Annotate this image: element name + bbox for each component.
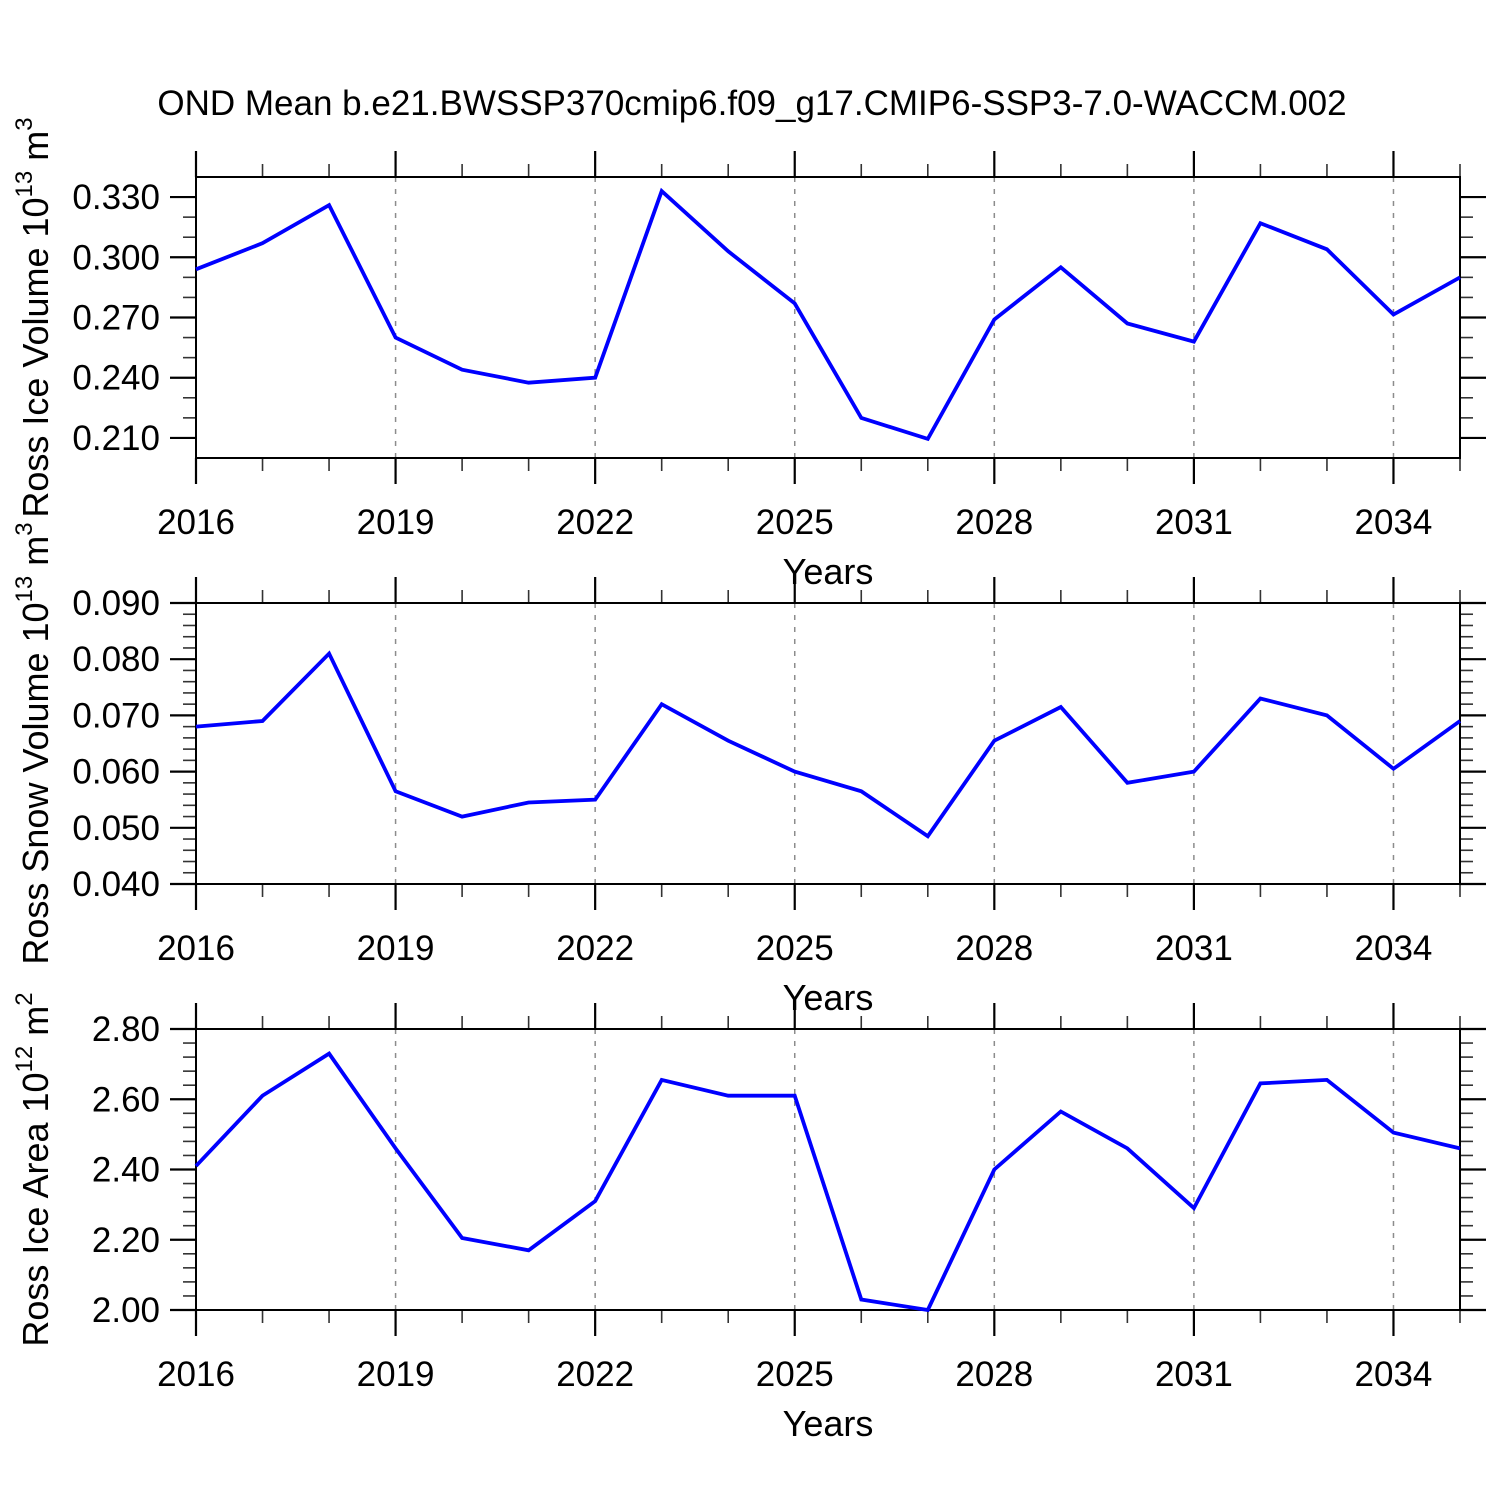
x-tick-label: 2025	[756, 929, 834, 968]
x-tick-label: 2019	[357, 929, 435, 968]
x-tick-label: 2028	[955, 503, 1033, 542]
ylabel-ross-snow-volume: Ross Snow Volume 1013 m3	[11, 522, 56, 964]
x-tick-label: 2019	[357, 503, 435, 542]
x-tick-label: 2028	[955, 1355, 1033, 1394]
x-tick-label: 2022	[556, 929, 634, 968]
y-tick-label: 0.270	[72, 299, 160, 338]
panel-ross-ice-volume: 2016 2019 2022 2025 2028 2031 2034 0.210 0.240 0.…	[11, 117, 1486, 592]
x-tick-label: 2022	[556, 1355, 634, 1394]
y-tick-label: 0.040	[72, 865, 160, 904]
x-tick-label: 2019	[357, 1355, 435, 1394]
panel-ross-ice-area: 2016 2019 2022 2025 2028 2031 2034 2.00 2.20 2.40…	[11, 992, 1486, 1444]
plot-frame	[195, 1028, 1461, 1311]
xlabel-years: Years	[783, 977, 874, 1018]
x-tick-label: 2034	[1355, 929, 1433, 968]
x-tick-label: 2034	[1355, 503, 1433, 542]
x-tick-label: 2028	[955, 929, 1033, 968]
y-tick-label: 0.240	[72, 359, 160, 398]
panel-ross-snow-volume: 2016 2019 2022 2025 2028 2031 2034 0.040 0.050 0.…	[11, 522, 1486, 1018]
y-tick-label: 0.050	[72, 809, 160, 848]
xlabel-years: Years	[783, 1403, 874, 1444]
chart-panels: 2016 2019 2022 2025 2028 2031 2034 0.210 0.240 0.…	[11, 117, 1486, 1444]
x-tick-label: 2016	[157, 1355, 235, 1394]
x-tick-label: 2022	[556, 503, 634, 542]
y-tick-label: 0.060	[72, 753, 160, 792]
x-tick-label: 2031	[1155, 929, 1233, 968]
x-tick-label: 2034	[1355, 1355, 1433, 1394]
ylabel-ross-ice-volume: Ross Ice Volume 1013 m3	[11, 117, 56, 517]
y-tick-label: 0.070	[72, 696, 160, 735]
y-tick-label: 0.090	[72, 584, 160, 623]
y-tick-label: 0.300	[72, 238, 160, 277]
ylabel-ross-ice-area: Ross Ice Area 1012 m2	[11, 992, 56, 1346]
ross-ice-area-line	[194, 1051, 1461, 1313]
x-tick-label: 2031	[1155, 503, 1233, 542]
x-tick-label: 2016	[157, 929, 235, 968]
plot-frame	[195, 176, 1461, 459]
y-tick-label: 2.80	[92, 1010, 160, 1049]
y-tick-label: 2.00	[92, 1291, 160, 1330]
y-tick-label: 2.60	[92, 1080, 160, 1119]
plot-frame	[195, 602, 1461, 885]
ross-snow-volume-line	[195, 650, 1462, 839]
y-tick-label: 2.40	[92, 1151, 160, 1190]
x-tick-label: 2031	[1155, 1355, 1233, 1394]
chart-title: OND Mean b.e21.BWSSP370cmip6.f09_g17.CMI…	[157, 84, 1346, 123]
ross-ice-volume-line	[195, 187, 1461, 442]
xlabel-years: Years	[783, 551, 874, 592]
y-tick-label: 0.210	[72, 419, 160, 458]
y-tick-label: 0.080	[72, 640, 160, 679]
x-tick-label: 2025	[756, 503, 834, 542]
y-tick-label: 0.330	[72, 178, 160, 217]
x-tick-label: 2025	[756, 1355, 834, 1394]
x-tick-label: 2016	[157, 503, 235, 542]
y-tick-label: 2.20	[92, 1221, 160, 1260]
